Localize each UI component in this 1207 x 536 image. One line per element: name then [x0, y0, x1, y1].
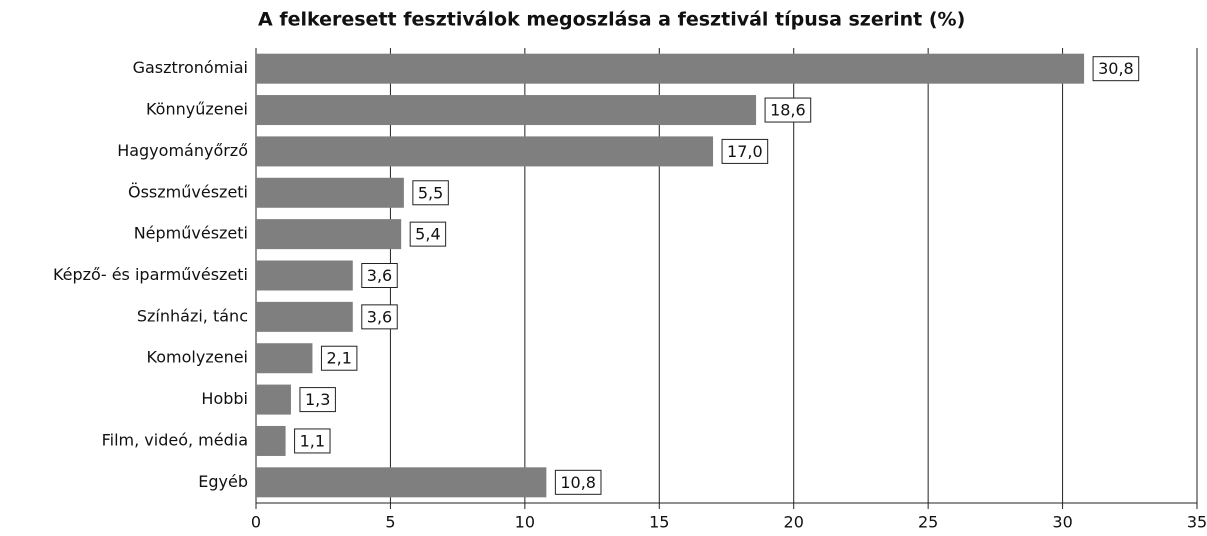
y-tick-label: Hagyományőrző [117, 141, 248, 160]
value-label-box [721, 138, 769, 164]
y-tick-label: Komolyzenei [147, 348, 248, 367]
value-label: 1,1 [300, 431, 325, 450]
x-tick-label: 30 [1052, 513, 1072, 532]
y-tick-label: Egyéb [198, 472, 248, 491]
value-label-box [299, 387, 336, 413]
value-label: 2,1 [326, 349, 351, 368]
y-tick-label: Színházi, tánc [137, 306, 248, 325]
value-label-box [764, 97, 812, 123]
value-label-box [409, 221, 447, 247]
value-label-box [361, 263, 398, 288]
bar [256, 467, 547, 498]
y-tick-label: Hobbi [201, 389, 248, 408]
bar [256, 219, 402, 250]
y-tick-label: Képző- és iparművészeti [53, 265, 248, 284]
y-tick-label: Könnyűzenei [146, 100, 248, 119]
value-label-box [361, 304, 398, 330]
value-label: 5,5 [418, 183, 443, 202]
bar [256, 53, 1085, 84]
value-label: 5,4 [415, 225, 440, 244]
x-tick-label: 5 [385, 513, 395, 532]
value-label: 1,3 [305, 390, 330, 409]
bar [256, 260, 353, 291]
bar [256, 95, 757, 126]
bar [256, 384, 291, 415]
y-tick-label: Népművészeti [134, 224, 248, 243]
bar [256, 343, 313, 374]
value-label: 10,8 [560, 473, 596, 492]
value-label: 30,8 [1098, 59, 1134, 78]
x-tick-label: 15 [649, 513, 669, 532]
value-label-box [320, 345, 358, 371]
bar [256, 425, 286, 456]
bar [256, 136, 714, 167]
x-tick-label: 25 [918, 513, 938, 532]
y-tick-label: Film, videó, média [102, 430, 248, 449]
value-label-box [1092, 56, 1140, 82]
value-label-box [412, 180, 449, 206]
x-tick-label: 20 [784, 513, 804, 532]
value-label: 17,0 [727, 142, 763, 161]
value-label-box [554, 469, 602, 495]
x-tick-label: 35 [1187, 513, 1207, 532]
chart-title: A felkeresett fesztiválok megoszlása a f… [258, 9, 965, 31]
value-label-box [294, 428, 331, 454]
x-tick-label: 0 [251, 513, 261, 532]
value-label: 3,6 [367, 307, 392, 326]
value-label: 3,6 [367, 266, 392, 285]
y-tick-label: Összművészeti [128, 182, 248, 201]
value-label: 18,6 [770, 101, 806, 120]
x-tick-label: 10 [515, 513, 535, 532]
y-tick-label: Gasztronómiai [133, 58, 248, 77]
bar [256, 301, 353, 332]
bar [256, 177, 404, 208]
